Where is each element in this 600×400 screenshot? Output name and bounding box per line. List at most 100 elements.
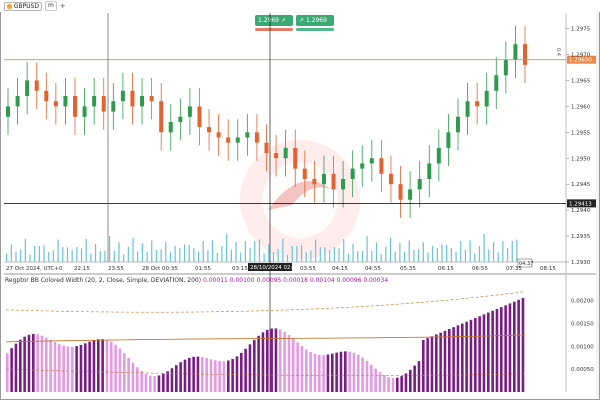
- volume-bar: [263, 253, 265, 262]
- candle-body: [44, 90, 49, 102]
- candle-body: [369, 158, 374, 164]
- volume-bar: [118, 242, 120, 262]
- candle-body: [446, 132, 451, 148]
- volume-bar: [94, 244, 97, 262]
- volume-bar: [497, 252, 499, 262]
- candle-body: [388, 173, 393, 185]
- volume-bar: [10, 244, 12, 262]
- sell-button[interactable]: 1.2969 ↗: [255, 15, 293, 26]
- indicator-bar: [92, 340, 96, 392]
- candle-body: [159, 101, 164, 133]
- candle-body: [513, 44, 518, 60]
- last-time-tag: [517, 258, 533, 268]
- indicator-bar: [235, 356, 239, 392]
- indicator-bar: [244, 348, 247, 392]
- candle-body: [207, 127, 212, 133]
- candle-body: [321, 173, 326, 185]
- candle-body: [235, 137, 240, 143]
- indicator-bar: [487, 312, 490, 392]
- volume-bar: [333, 247, 335, 262]
- volume-bar: [427, 252, 429, 262]
- volume-bar: [85, 239, 87, 262]
- price-tick-label: 1.2940: [571, 208, 591, 214]
- volume-bar: [48, 252, 50, 262]
- volume-bar: [268, 244, 270, 262]
- indicator-bar: [500, 307, 503, 392]
- indicator-tick-label: 0.00050: [571, 367, 594, 373]
- volume-bar: [38, 246, 40, 262]
- indicator-bar: [40, 335, 44, 392]
- volume-bar: [90, 253, 92, 262]
- indicator-bar: [400, 376, 403, 392]
- volume-bar: [506, 248, 509, 262]
- indicator-bar: [157, 375, 161, 392]
- volume-bar: [188, 244, 190, 262]
- indicator-bar: [521, 297, 525, 392]
- candle-body: [6, 106, 10, 117]
- volume-bar: [343, 239, 345, 262]
- candle-body: [417, 179, 422, 190]
- candle-body: [254, 132, 259, 143]
- buy-button[interactable]: ↗ 1.2969: [296, 15, 334, 26]
- candle-body: [455, 116, 460, 133]
- indicator-bar: [131, 362, 135, 392]
- time-tick-label: 08:15: [540, 266, 556, 272]
- time-tick-label: 06:15: [438, 266, 454, 272]
- volume-bar: [160, 249, 162, 262]
- candle-body: [408, 189, 413, 200]
- symbol-selector[interactable]: GBPUSD m +: [4, 1, 66, 11]
- indicator-title: Regptor BB Colored Width (20, 2, Close, …: [5, 277, 388, 284]
- volume-bar: [408, 240, 410, 262]
- indicator-bar: [422, 339, 425, 392]
- indicator-bar: [170, 368, 174, 392]
- volume-bar: [460, 241, 462, 262]
- indicator-bar: [270, 328, 273, 392]
- indicator-bar: [283, 331, 286, 392]
- current-price-value: 1.29690: [569, 58, 592, 64]
- indicator-bar: [439, 332, 442, 392]
- volume-bar: [352, 244, 354, 262]
- indicator-bar: [352, 352, 356, 392]
- symbol-box[interactable]: GBPUSD: [4, 1, 42, 11]
- indicator-bar: [266, 329, 269, 392]
- vertical-scrollbar[interactable]: [596, 13, 599, 398]
- indicator-bar: [153, 376, 156, 392]
- buy-volume-bar: [296, 28, 334, 31]
- indicator-bar: [118, 348, 122, 392]
- candle-body: [82, 106, 87, 117]
- volume-bar: [202, 241, 204, 262]
- volume-bar: [357, 251, 359, 262]
- volume-bar: [216, 253, 218, 262]
- volume-bar: [207, 250, 209, 262]
- indicator-bar: [474, 318, 477, 392]
- plus-icon[interactable]: +: [59, 2, 66, 10]
- indicator-bar: [127, 357, 130, 392]
- volume-bar: [300, 245, 303, 262]
- volume-bar: [488, 249, 490, 262]
- volume-bar: [221, 246, 223, 262]
- candle-body: [503, 59, 508, 76]
- volume-bar: [286, 254, 289, 262]
- volume-bar: [418, 249, 420, 262]
- candle-body: [312, 179, 317, 185]
- indicator-bar: [136, 367, 139, 392]
- chart-toolbar: GBPUSD m +: [0, 0, 600, 12]
- candle-body: [379, 158, 384, 174]
- timeframe-selector[interactable]: m: [45, 1, 57, 11]
- price-tick-label: 1.2965: [571, 78, 591, 84]
- candle-body: [149, 96, 154, 102]
- crosshair-price-value: 1.29413: [569, 201, 592, 207]
- candle-body: [197, 106, 202, 128]
- volume-bar: [502, 241, 504, 262]
- indicator-bar: [144, 373, 148, 392]
- volume-bar: [366, 236, 368, 262]
- candle-body: [398, 184, 403, 200]
- indicator-bar: [183, 359, 187, 392]
- volume-bar: [371, 250, 373, 262]
- indicator-bar: [205, 357, 208, 392]
- volume-bar: [179, 248, 181, 262]
- volume-bar: [329, 250, 331, 262]
- volume-bar: [305, 252, 307, 262]
- indicator-bar: [274, 328, 278, 392]
